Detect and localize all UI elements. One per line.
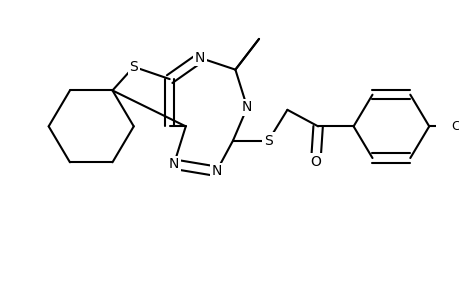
Text: O: O — [310, 155, 320, 169]
Text: Cl: Cl — [450, 120, 459, 133]
Text: S: S — [129, 60, 138, 74]
Text: N: N — [241, 100, 252, 115]
Text: S: S — [263, 134, 272, 148]
Text: N: N — [168, 157, 179, 171]
Text: N: N — [211, 164, 221, 178]
Text: N: N — [194, 51, 205, 65]
